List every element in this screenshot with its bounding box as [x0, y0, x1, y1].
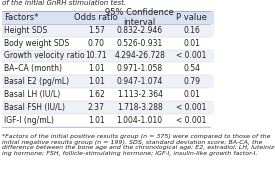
- FancyBboxPatch shape: [169, 24, 214, 37]
- Text: 95% Confidence
interval: 95% Confidence interval: [105, 8, 174, 27]
- FancyBboxPatch shape: [82, 37, 110, 50]
- Text: < 0.001: < 0.001: [177, 103, 207, 112]
- FancyBboxPatch shape: [82, 24, 110, 37]
- Text: Height SDS: Height SDS: [4, 26, 48, 35]
- FancyBboxPatch shape: [110, 75, 169, 88]
- FancyBboxPatch shape: [2, 37, 82, 50]
- Text: of the initial GnRH stimulation test.: of the initial GnRH stimulation test.: [2, 0, 126, 6]
- FancyBboxPatch shape: [2, 114, 82, 127]
- FancyBboxPatch shape: [2, 75, 82, 88]
- Text: Basal FSH (IU/L): Basal FSH (IU/L): [4, 103, 65, 112]
- Text: 1.62: 1.62: [88, 90, 105, 99]
- Text: 2.37: 2.37: [88, 103, 105, 112]
- Text: 0.01: 0.01: [183, 90, 200, 99]
- FancyBboxPatch shape: [110, 11, 169, 24]
- FancyBboxPatch shape: [2, 101, 82, 114]
- FancyBboxPatch shape: [110, 37, 169, 50]
- FancyBboxPatch shape: [110, 50, 169, 62]
- Text: Factors*: Factors*: [4, 13, 38, 22]
- FancyBboxPatch shape: [82, 11, 110, 24]
- FancyBboxPatch shape: [2, 50, 82, 62]
- Text: 1.004-1.010: 1.004-1.010: [117, 116, 163, 125]
- FancyBboxPatch shape: [82, 62, 110, 75]
- Text: Basal LH (IU/L): Basal LH (IU/L): [4, 90, 61, 99]
- Text: P value: P value: [176, 13, 207, 22]
- FancyBboxPatch shape: [82, 88, 110, 101]
- Text: 1.113-2.364: 1.113-2.364: [117, 90, 163, 99]
- FancyBboxPatch shape: [169, 37, 214, 50]
- FancyBboxPatch shape: [169, 62, 214, 75]
- FancyBboxPatch shape: [82, 101, 110, 114]
- FancyBboxPatch shape: [82, 75, 110, 88]
- Text: Growth velocity ratio: Growth velocity ratio: [4, 51, 85, 61]
- FancyBboxPatch shape: [110, 88, 169, 101]
- Text: 1.718-3.288: 1.718-3.288: [117, 103, 163, 112]
- FancyBboxPatch shape: [169, 75, 214, 88]
- Text: 0.01: 0.01: [183, 39, 200, 48]
- FancyBboxPatch shape: [169, 11, 214, 24]
- Text: 0.947-1.074: 0.947-1.074: [117, 77, 163, 86]
- FancyBboxPatch shape: [2, 88, 82, 101]
- Text: 0.79: 0.79: [183, 77, 200, 86]
- FancyBboxPatch shape: [110, 114, 169, 127]
- FancyBboxPatch shape: [2, 24, 82, 37]
- Text: Basal E2 (pg/mL): Basal E2 (pg/mL): [4, 77, 69, 86]
- FancyBboxPatch shape: [110, 24, 169, 37]
- Text: Odds ratio: Odds ratio: [75, 13, 118, 22]
- Text: 1.01: 1.01: [88, 64, 105, 73]
- Text: *Factors of the initial positive results group (n = 375) were compared to those : *Factors of the initial positive results…: [2, 134, 275, 156]
- FancyBboxPatch shape: [110, 101, 169, 114]
- Text: 0.526-0.931: 0.526-0.931: [117, 39, 163, 48]
- FancyBboxPatch shape: [169, 101, 214, 114]
- Text: < 0.001: < 0.001: [177, 51, 207, 61]
- FancyBboxPatch shape: [82, 114, 110, 127]
- Text: IGF-I (ng/mL): IGF-I (ng/mL): [4, 116, 54, 125]
- FancyBboxPatch shape: [169, 50, 214, 62]
- FancyBboxPatch shape: [82, 50, 110, 62]
- Text: Body weight SDS: Body weight SDS: [4, 39, 70, 48]
- Text: 1.01: 1.01: [88, 116, 105, 125]
- Text: 0.16: 0.16: [183, 26, 200, 35]
- Text: 0.832-2.946: 0.832-2.946: [117, 26, 163, 35]
- FancyBboxPatch shape: [169, 88, 214, 101]
- Text: 10.71: 10.71: [86, 51, 107, 61]
- FancyBboxPatch shape: [2, 62, 82, 75]
- FancyBboxPatch shape: [110, 62, 169, 75]
- Text: < 0.001: < 0.001: [177, 116, 207, 125]
- Text: 4.294-26.728: 4.294-26.728: [114, 51, 165, 61]
- Text: 0.971-1.058: 0.971-1.058: [117, 64, 163, 73]
- Text: 0.54: 0.54: [183, 64, 200, 73]
- Text: 1.57: 1.57: [88, 26, 105, 35]
- FancyBboxPatch shape: [2, 11, 82, 24]
- Text: 0.70: 0.70: [88, 39, 105, 48]
- Text: 1.01: 1.01: [88, 77, 105, 86]
- FancyBboxPatch shape: [169, 114, 214, 127]
- Text: BA–CA (month): BA–CA (month): [4, 64, 62, 73]
